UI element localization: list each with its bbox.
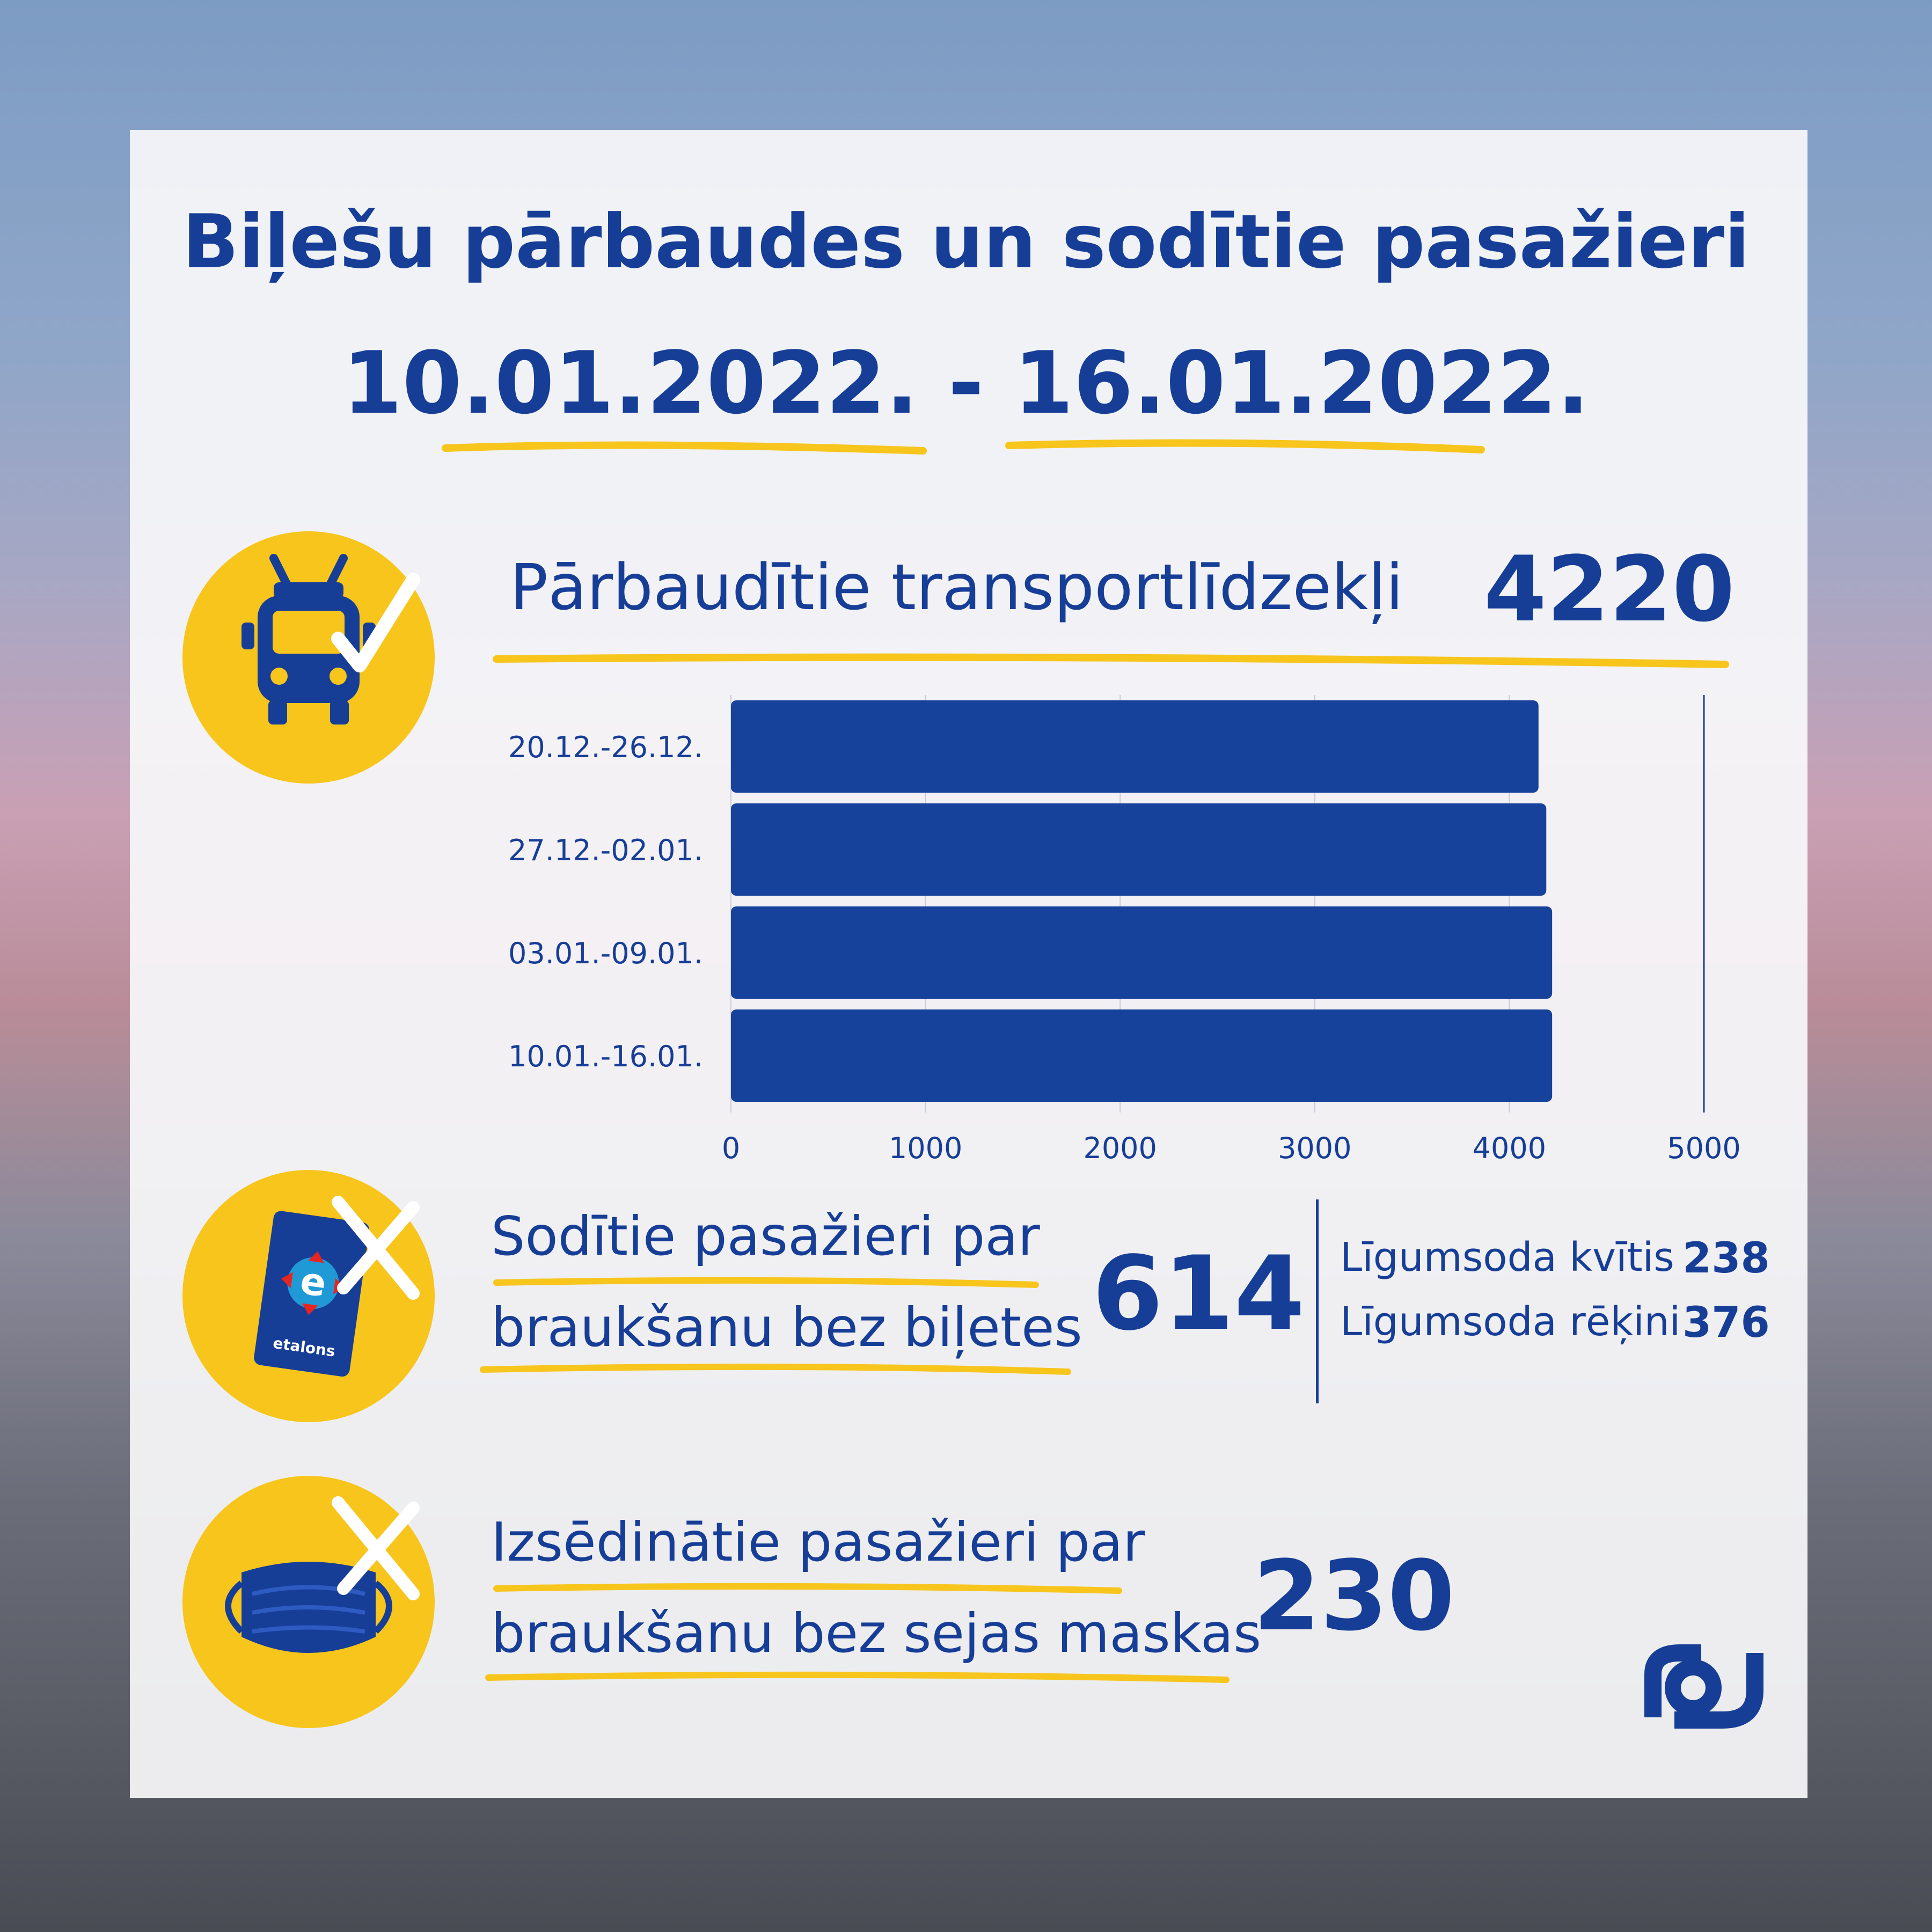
chart-x-tick-label: 1000 — [889, 1131, 962, 1165]
mask-label-line2: braukšanu bez sejas maskas — [491, 1602, 1262, 1665]
chart-bar — [731, 803, 1547, 896]
chart-bar — [731, 1009, 1553, 1102]
page-title: Biļešu pārbaudes un sodītie pasažieri — [182, 199, 1750, 285]
trolleybus-check-icon — [241, 554, 420, 724]
chart-category-label: 10.01.-16.01. — [508, 1040, 703, 1073]
rigas-satiksme-logo — [1644, 1644, 1763, 1729]
vehicles-value: 4220 — [1484, 537, 1735, 642]
date-range: 10.01.2022. - 16.01.2022. — [342, 333, 1590, 433]
face-mask-cross-icon — [225, 1496, 420, 1653]
chart-bar — [731, 906, 1553, 999]
chart-x-tick-label: 3000 — [1278, 1131, 1351, 1165]
breakdown-value-2: 376 — [1682, 1299, 1770, 1347]
divider — [1316, 1199, 1319, 1403]
fined-label-line1: Sodītie pasažieri par — [491, 1205, 1040, 1268]
chart-x-tick-label: 2000 — [1083, 1131, 1157, 1165]
breakdown-label-1: Līgumsoda kvītis — [1340, 1234, 1674, 1280]
fined-label-line2: braukšanu bez biļetes — [491, 1296, 1082, 1359]
fined-value: 614 — [1092, 1234, 1305, 1353]
chart-bar — [731, 700, 1539, 793]
breakdown-value-1: 238 — [1682, 1234, 1770, 1283]
mask-value: 230 — [1253, 1540, 1455, 1652]
mask-label-line1: Izsēdinātie pasažieri par — [491, 1511, 1145, 1574]
vehicles-label: Pārbaudītie transportlīdzekļi — [510, 550, 1403, 624]
chart-x-tick-label: 4000 — [1473, 1131, 1546, 1165]
chart-x-tick-label: 0 — [722, 1131, 740, 1165]
chart-category-label: 03.01.-09.01. — [508, 936, 703, 970]
svg-text:e: e — [297, 1258, 328, 1306]
chart-category-label: 27.12.-02.01. — [508, 833, 703, 867]
breakdown-label-2: Līgumsoda rēķini — [1340, 1299, 1681, 1345]
chart-category-label: 20.12.-26.12. — [508, 730, 703, 764]
etalons-card-cross-icon: e etalons — [254, 1196, 420, 1377]
chart-x-tick-label: 5000 — [1667, 1131, 1740, 1165]
